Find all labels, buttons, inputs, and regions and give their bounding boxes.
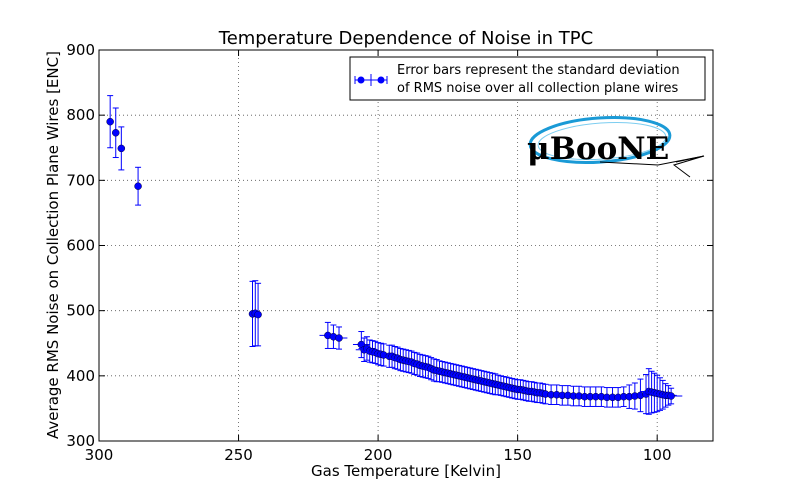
y-tick-label: 300 xyxy=(66,432,95,450)
x-axis-title: Gas Temperature [Kelvin] xyxy=(311,462,501,480)
y-tick-label: 800 xyxy=(66,106,95,124)
legend-marker-dot xyxy=(357,76,365,84)
y-axis-title: Average RMS Noise on Collection Plane Wi… xyxy=(44,51,62,439)
data-point xyxy=(106,117,114,126)
legend: Error bars represent the standard deviat… xyxy=(349,56,706,101)
legend-line-1: Error bars represent the standard deviat… xyxy=(397,63,680,78)
y-tick-label: 600 xyxy=(66,237,95,255)
legend-line-2: of RMS noise over all collection plane w… xyxy=(397,81,678,96)
data-point xyxy=(667,392,675,400)
y-tick-label: 500 xyxy=(66,302,95,320)
logo-arrow-head xyxy=(672,155,705,178)
x-tick-label: 300 xyxy=(85,446,114,464)
chart-title: Temperature Dependence of Noise in TPC xyxy=(218,28,593,49)
logo-text: μBooNE xyxy=(527,131,669,167)
x-tick-label: 250 xyxy=(224,446,253,464)
x-tick-label: 150 xyxy=(503,446,532,464)
x-tick-label: 200 xyxy=(364,446,393,464)
legend-box xyxy=(349,56,706,101)
data-point xyxy=(335,334,343,342)
y-tick-label: 700 xyxy=(66,171,95,189)
series-points xyxy=(106,95,683,415)
axis-ticks: 300 250 200 150 100 300 400 500 600 700 800 900 xyxy=(66,41,713,464)
legend-marker-dot xyxy=(377,76,385,84)
logo-swoosh-inner xyxy=(537,121,667,161)
data-point xyxy=(117,144,126,153)
y-tick-label: 900 xyxy=(66,41,95,59)
data-point xyxy=(111,129,120,137)
plot-frame xyxy=(98,49,714,442)
y-tick-label: 400 xyxy=(66,367,95,385)
data-marks xyxy=(106,95,683,415)
x-tick-label: 100 xyxy=(643,446,672,464)
legend-marker xyxy=(354,74,388,86)
logo: μBooNE xyxy=(527,116,705,178)
data-point xyxy=(254,310,262,319)
data-point xyxy=(134,182,142,190)
